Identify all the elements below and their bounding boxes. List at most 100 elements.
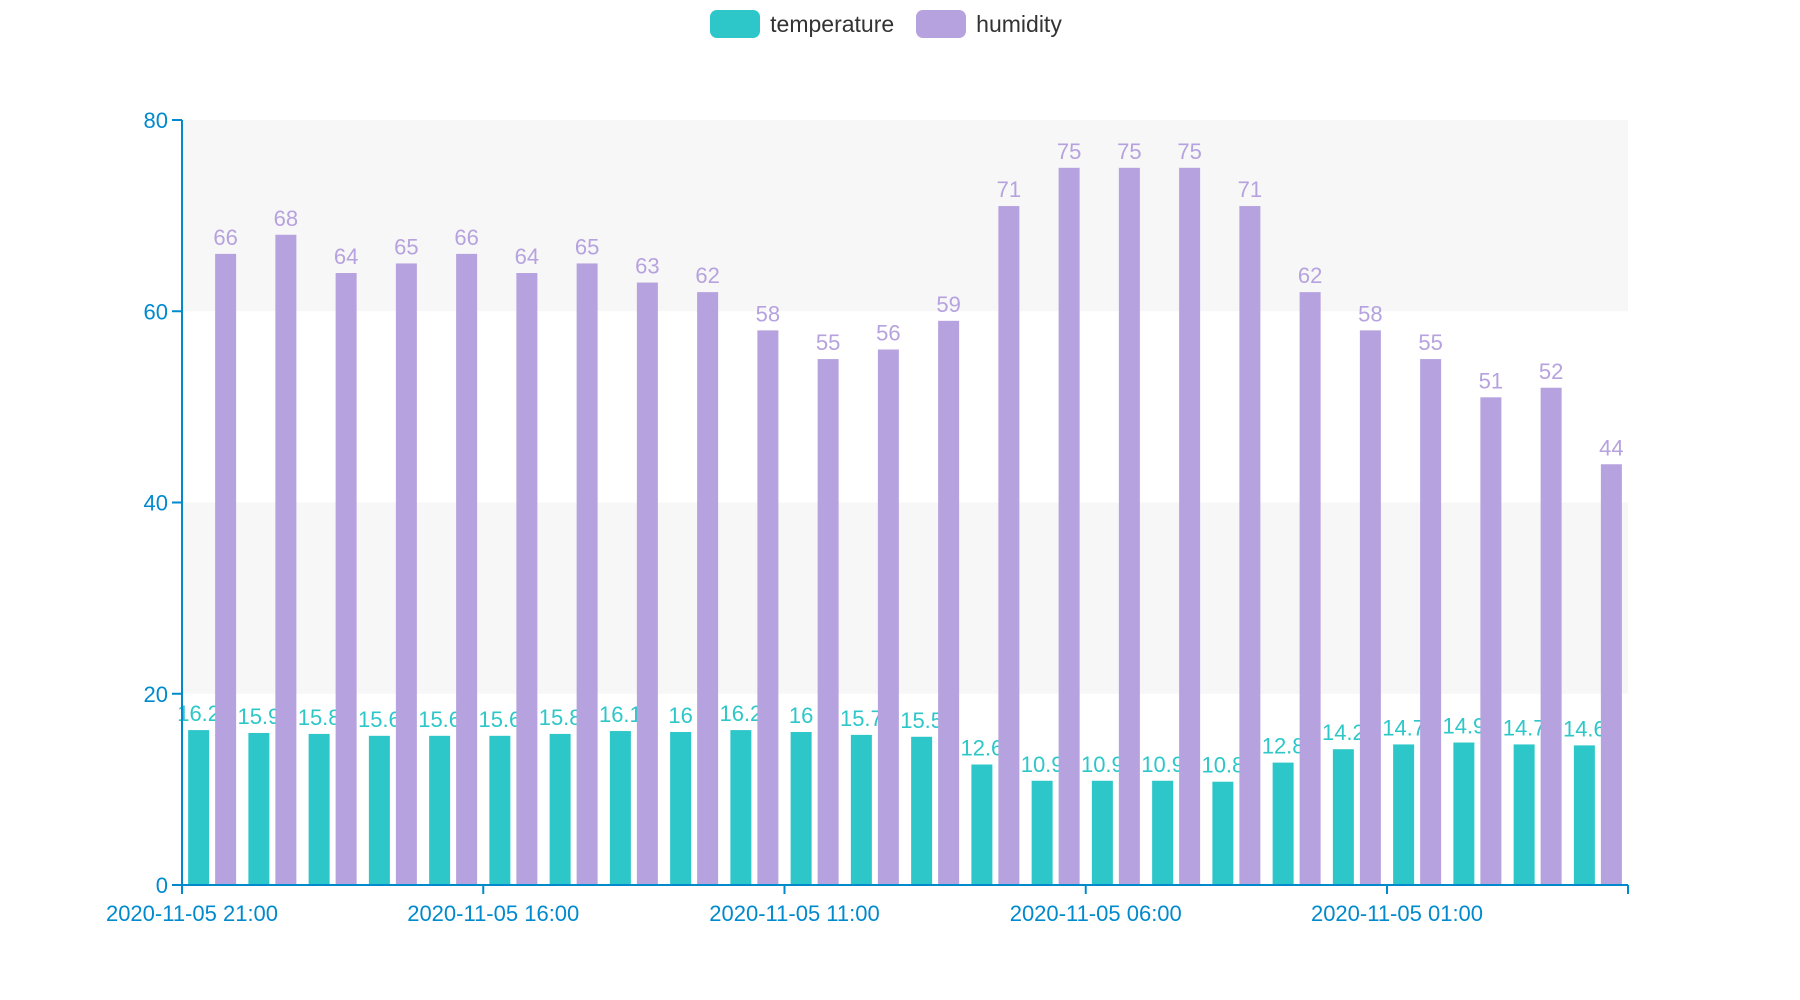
legend-item-humidity[interactable]: humidity [916,10,1062,38]
temperature-bar [188,730,210,885]
temperature-bar [1513,744,1535,885]
legend-item-temperature[interactable]: temperature [710,10,894,38]
temperature-bar [1152,780,1174,885]
humidity-bar [938,320,960,885]
temperature-data-label: 16.2 [719,701,762,726]
temperature-data-label: 14.7 [1503,715,1546,740]
humidity-data-label: 75 [1117,139,1141,164]
humidity-data-label: 75 [1057,139,1081,164]
temperature-bar [911,736,933,885]
temperature-bar [489,735,511,885]
humidity-data-label: 44 [1599,435,1623,460]
temperature-bar [248,732,270,885]
humidity-bar [335,273,357,885]
humidity-bar [998,206,1020,885]
humidity-bar [516,273,538,885]
temperature-data-label: 10.9 [1021,752,1064,777]
temperature-data-label: 16.2 [177,701,220,726]
temperature-bar [368,735,390,885]
background-band [182,693,1628,885]
humidity-bar [1299,292,1321,885]
humidity-data-label: 68 [274,206,298,231]
humidity-data-label: 64 [334,244,358,269]
temperature-data-label: 10.8 [1201,753,1244,778]
temperature-data-label: 15.7 [840,706,883,731]
temperature-data-label: 14.2 [1322,720,1365,745]
humidity-bar [877,349,899,885]
temperature-bar [609,731,631,885]
humidity-data-label: 65 [575,234,599,259]
temperature-data-label: 15.8 [298,705,341,730]
humidity-bar [817,359,839,885]
x-tick-label: 2020-11-05 21:00 [106,901,278,926]
temperature-bar [850,734,872,885]
temperature-bar [1031,780,1053,885]
temperature-data-label: 16.1 [599,702,642,727]
temperature-bar [730,730,752,885]
x-tick-label: 2020-11-05 01:00 [1311,901,1483,926]
humidity-data-label: 62 [1298,263,1322,288]
background-band [182,311,1628,503]
humidity-bar [1600,464,1622,885]
temperature-data-label: 14.6 [1563,716,1606,741]
humidity-bar [215,253,237,885]
humidity-data-label: 51 [1479,368,1503,393]
temperature-data-label: 14.7 [1382,715,1425,740]
humidity-data-label: 52 [1539,359,1563,384]
legend-swatch-temperature [710,10,761,38]
y-tick-label: 80 [144,108,168,133]
humidity-bar [1118,167,1140,885]
humidity-data-label: 62 [695,263,719,288]
temperature-bar [308,733,330,885]
humidity-bar [697,292,719,885]
temperature-bar [549,733,571,885]
humidity-data-label: 66 [454,225,478,250]
temperature-bar [1332,749,1354,885]
temperature-data-label: 10.9 [1141,752,1184,777]
legend: temperature humidity [0,10,1786,38]
humidity-data-label: 56 [876,321,900,346]
temperature-data-label: 15.8 [539,705,582,730]
temperature-data-label: 15.5 [900,708,943,733]
humidity-data-label: 55 [816,330,840,355]
temperature-bar [1212,781,1234,885]
x-tick-label: 2020-11-05 16:00 [407,901,579,926]
temperature-bar [429,735,451,885]
legend-label-temperature: temperature [770,10,895,37]
temperature-data-label: 15.9 [237,704,280,729]
y-tick-label: 40 [144,491,168,516]
temperature-data-label: 15.6 [418,707,461,732]
background-band [182,120,1628,312]
humidity-data-label: 58 [1358,301,1382,326]
humidity-bar [1179,167,1201,885]
x-tick-label: 2020-11-05 11:00 [709,901,879,926]
temperature-data-label: 16 [789,703,813,728]
humidity-data-label: 71 [997,177,1021,202]
temperature-bar [1272,762,1294,885]
temperature-data-label: 15.6 [358,707,401,732]
temperature-bar [1393,744,1415,885]
legend-swatch-humidity [916,10,967,38]
humidity-bar [456,253,478,885]
humidity-bar [757,330,779,885]
humidity-bar [275,234,297,885]
humidity-data-label: 55 [1418,330,1442,355]
humidity-bar [576,263,598,885]
y-tick-label: 0 [156,873,168,898]
humidity-bar [636,282,658,885]
humidity-bar [1540,387,1562,885]
humidity-data-label: 64 [515,244,539,269]
temperature-data-label: 15.6 [478,707,521,732]
temperature-bar [790,732,812,885]
temperature-bar [1453,742,1475,885]
humidity-bar [1480,397,1502,885]
y-tick-label: 20 [144,682,168,707]
humidity-data-label: 71 [1238,177,1262,202]
temperature-bar [971,764,993,885]
humidity-data-label: 65 [394,234,418,259]
temperature-data-label: 16 [668,703,692,728]
humidity-bar [1058,167,1080,885]
temperature-bar [1091,780,1113,885]
